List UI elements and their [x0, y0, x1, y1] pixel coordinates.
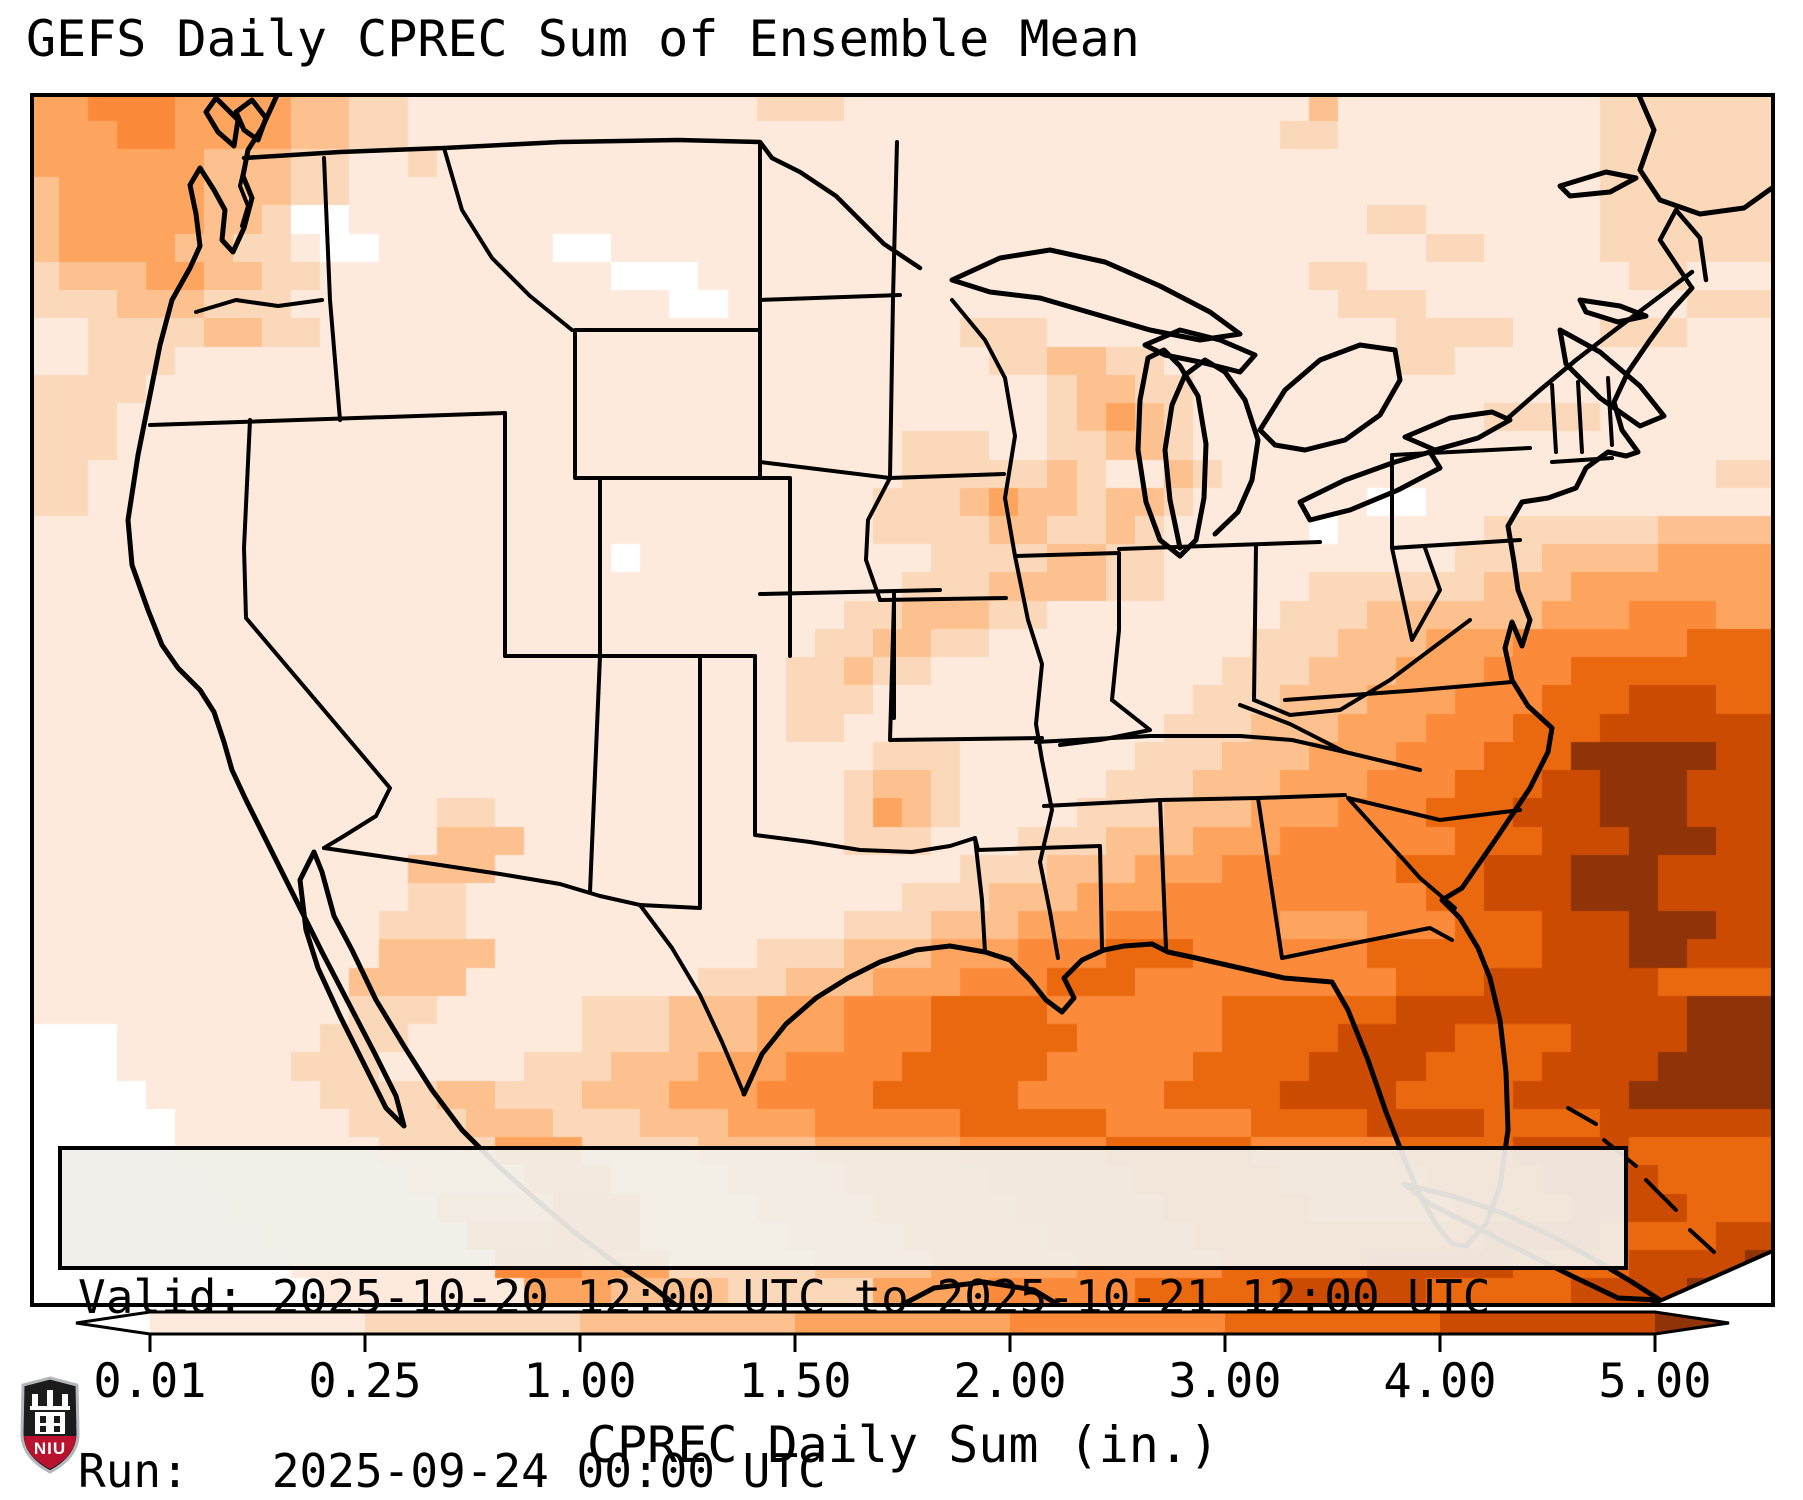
valid-time-text: Valid: 2025-10-20 12:00 UTC to 2025-10-2…	[78, 1270, 1491, 1324]
puget-sound	[238, 158, 250, 228]
colorbar-tick-label: 0.25	[308, 1354, 422, 1409]
maine-border	[1657, 207, 1709, 291]
colorbar-segment	[1440, 1312, 1655, 1334]
pacific-coastline	[125, 93, 681, 1307]
projection-boundary	[1644, 1248, 1775, 1307]
nova-scotia	[1557, 297, 1667, 429]
colorbar-segment	[150, 1312, 365, 1334]
lake-huron	[1257, 342, 1403, 453]
colorbar-segments	[150, 1312, 1655, 1334]
state-borders	[148, 140, 1614, 1096]
niu-castle-icon	[30, 1390, 70, 1434]
colorbar-tick-label: 1.00	[523, 1354, 637, 1409]
vancouver-island	[203, 95, 269, 149]
canada-border	[241, 137, 923, 271]
colorbar-segment	[1010, 1312, 1225, 1334]
colorbar-axis-label: CPREC Daily Sum (in.)	[586, 1416, 1220, 1474]
gulf-atlantic-coastline	[741, 285, 1695, 1249]
niu-wordmark: NIU	[34, 1439, 66, 1458]
colorbar-tick-label: 2.00	[953, 1354, 1067, 1409]
lake-erie	[1297, 449, 1443, 523]
colorbar-under-arrow	[76, 1312, 150, 1334]
colorbar-segment	[795, 1312, 1010, 1334]
yucatan	[895, 1279, 1065, 1307]
michigan-mitten	[1142, 327, 1261, 551]
colorbar-tick-label: 0.01	[93, 1354, 207, 1409]
colorbar-tick-label: 1.50	[738, 1354, 852, 1409]
lake-michigan	[1135, 347, 1209, 559]
lake-superior	[949, 247, 1243, 343]
colorbar-tick-label: 4.00	[1383, 1354, 1497, 1409]
niu-logo: NIU	[20, 1376, 80, 1474]
colorbar-tick-marks	[148, 1334, 1657, 1352]
lake-ontario	[1402, 409, 1513, 453]
run-time-text: Run: 2025-09-24 00:00 UTC	[78, 1444, 826, 1498]
precip-heatmap-canvas	[30, 93, 1775, 1307]
plot-title: GEFS Daily CPREC Sum of Ensemble Mean	[26, 10, 1140, 68]
valid-run-info-box: Valid: 2025-10-20 12:00 UTC to 2025-10-2…	[58, 1146, 1628, 1498]
colorbar-over-arrow	[1655, 1312, 1729, 1334]
niu-red-band	[24, 1436, 76, 1469]
colorbar-segment	[580, 1312, 795, 1334]
colorbar-segment	[1225, 1312, 1440, 1334]
st-lawrence	[1505, 269, 1695, 421]
colorbar-tick-label: 5.00	[1598, 1354, 1712, 1409]
colorbar-segment	[365, 1312, 580, 1334]
newfoundland	[1557, 93, 1775, 217]
colorbar-tick-label: 3.00	[1168, 1354, 1282, 1409]
